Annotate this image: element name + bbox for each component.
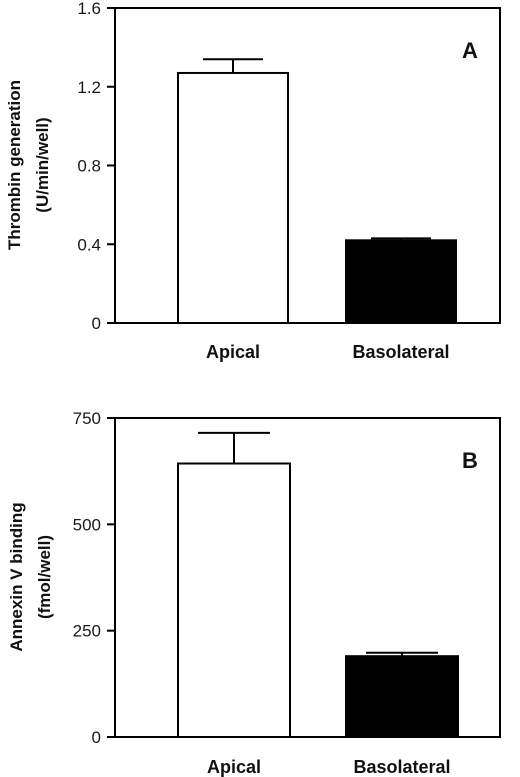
y-tick-label: 0.4: [77, 235, 101, 254]
y-axis-label: Annexin V binding: [7, 502, 26, 651]
y-tick-label: 0: [92, 728, 101, 747]
bar-apical: [177, 462, 291, 738]
category-label: Basolateral: [352, 342, 449, 362]
plot-frame: [114, 417, 501, 738]
y-axis-label: (U/min/well): [33, 117, 52, 212]
y-tick-label: 1.2: [77, 78, 101, 97]
bar-basolateral: [345, 239, 457, 324]
panel-a-chart: 0 0.4 0.8 1.2 1.6 Apical Basolateral Thrombin g…: [5, 0, 501, 362]
y-tick-label: 500: [73, 515, 101, 534]
y-tick-label: 250: [73, 622, 101, 641]
bar-basolateral: [345, 655, 459, 738]
bar-apical: [177, 71, 289, 324]
y-axis-label: (fmol/well): [35, 535, 54, 619]
panel-label: A: [462, 38, 478, 63]
category-label: Apical: [207, 757, 261, 777]
category-label: Apical: [206, 342, 260, 362]
y-tick-label: 1.6: [77, 0, 101, 18]
y-tick-label: 0.8: [77, 157, 101, 176]
y-axis-label: Thrombin generation: [5, 80, 24, 250]
panel-b-chart: 0 250 500 750 Apical Basolateral Annexin V bin…: [7, 409, 501, 777]
y-tick-label: 0: [92, 314, 101, 333]
panel-label: B: [462, 448, 478, 473]
category-label: Basolateral: [353, 757, 450, 777]
y-tick-label: 750: [73, 409, 101, 428]
